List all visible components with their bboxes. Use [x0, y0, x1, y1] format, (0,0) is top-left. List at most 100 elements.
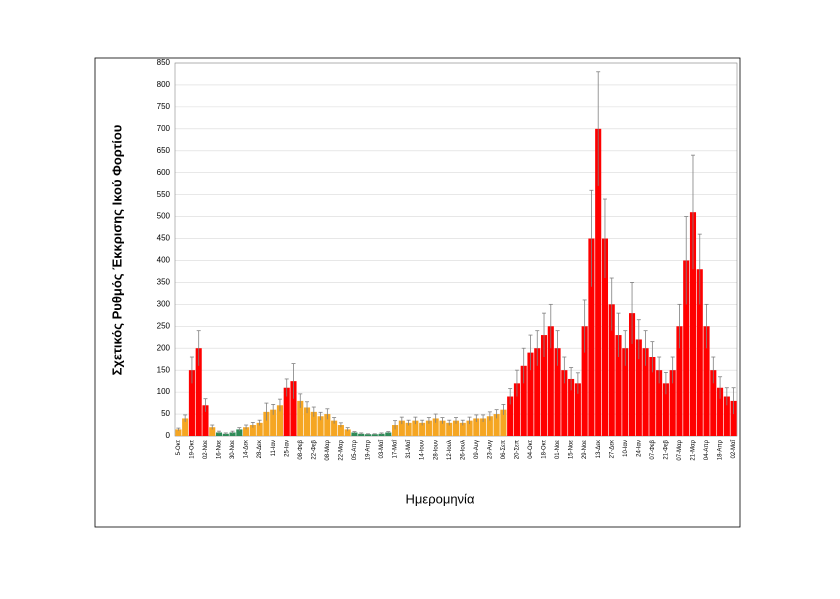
- y-tick-label: 700: [157, 124, 171, 133]
- x-tick-label: 10-Ιαν: [623, 440, 629, 457]
- x-tick-label: 04-Απρ: [704, 439, 710, 460]
- x-tick-label: 04-Οκτ: [528, 439, 534, 458]
- bar: [608, 304, 615, 436]
- bar: [425, 420, 432, 436]
- bar: [392, 425, 399, 436]
- bar: [283, 387, 290, 436]
- bar: [540, 335, 548, 436]
- x-tick-label: 12-Ιουλ: [447, 440, 453, 460]
- x-tick-label: 26-Ιουλ: [460, 440, 466, 460]
- x-tick-label: 11-Ιαν: [271, 440, 277, 456]
- x-tick-label: 30-Νοε: [230, 440, 236, 459]
- bar: [371, 434, 378, 436]
- bar: [574, 383, 581, 436]
- y-tick-label: 0: [166, 431, 171, 440]
- bar: [629, 313, 636, 436]
- x-tick-label: 22-Μαρ: [338, 439, 344, 460]
- bar: [507, 396, 514, 436]
- bar: [452, 420, 460, 436]
- y-tick-label: 150: [157, 365, 171, 374]
- bar: [182, 418, 189, 436]
- bar: [689, 212, 697, 436]
- x-tick-label: 21-Μαρ: [691, 439, 697, 460]
- bar: [263, 411, 270, 436]
- bar: [730, 400, 737, 436]
- y-tick-label: 100: [157, 387, 171, 396]
- y-tick-label: 350: [157, 278, 171, 287]
- bar: [303, 407, 311, 436]
- x-tick-label: 29-Νοε: [582, 440, 588, 459]
- bar: [547, 326, 554, 436]
- bar: [432, 418, 439, 436]
- bar: [676, 326, 683, 436]
- bar: [473, 418, 480, 436]
- bar: [635, 339, 642, 436]
- x-tick-label: 05-Απρ: [352, 439, 358, 460]
- y-tick-label: 650: [157, 146, 171, 155]
- bar: [209, 427, 216, 436]
- x-tick-label: 19-Απρ: [366, 439, 372, 460]
- bar: [297, 400, 304, 436]
- bar: [649, 357, 656, 436]
- bar: [310, 411, 317, 436]
- bar: [229, 432, 236, 436]
- y-tick-label: 450: [157, 234, 171, 243]
- bar: [723, 396, 730, 436]
- x-tick-label: 01-Νοε: [555, 440, 561, 459]
- bar: [270, 409, 277, 436]
- x-tick-label: 03-Μαΐ: [378, 439, 385, 458]
- y-tick-label: 800: [157, 80, 171, 89]
- x-tick-label: 28-Ιουν: [433, 440, 439, 460]
- y-tick-label: 500: [157, 212, 171, 221]
- bar: [656, 370, 663, 436]
- bar: [215, 432, 223, 436]
- bar: [439, 420, 446, 436]
- bar: [683, 260, 690, 436]
- bar: [412, 420, 419, 436]
- x-tick-label: 15-Νοε: [569, 440, 575, 459]
- x-tick-label: 25-Ιαν: [284, 440, 290, 457]
- bar: [703, 326, 710, 436]
- bar: [520, 365, 527, 436]
- bar: [222, 433, 229, 436]
- bar: [493, 414, 500, 436]
- x-tick-label: 18-Οκτ: [542, 439, 548, 458]
- bar: [337, 425, 344, 436]
- x-tick-label: 24-Ιαν: [636, 440, 642, 457]
- bar: [358, 433, 365, 436]
- bar: [195, 348, 202, 436]
- x-tick-label: 13-Δεκ: [596, 439, 602, 458]
- y-tick-label: 200: [157, 343, 171, 352]
- bar: [378, 433, 385, 436]
- bar: [662, 383, 669, 436]
- x-tick-label: 27-Δεκ: [609, 439, 615, 458]
- bar: [581, 326, 588, 436]
- chart-frame: [94, 57, 741, 528]
- bar: [398, 420, 405, 436]
- x-tick-label: 07-Μαρ: [677, 439, 683, 460]
- bar: [249, 425, 256, 436]
- bar: [615, 335, 622, 436]
- bar: [446, 422, 453, 436]
- bar: [561, 370, 568, 436]
- x-tick-label: 18-Απρ: [718, 439, 724, 460]
- bar: [486, 416, 493, 436]
- bar: [202, 405, 209, 436]
- x-tick-label: 08-Μαρ: [325, 439, 331, 460]
- x-tick-label: 17-Μαΐ: [392, 439, 399, 458]
- bar: [527, 352, 534, 436]
- bar: [188, 370, 195, 436]
- x-tick-label: 31-Μαΐ: [405, 439, 412, 458]
- y-tick-label: 550: [157, 190, 171, 199]
- x-tick-label: 20-Σεπ: [515, 440, 521, 459]
- y-axis-label: Σχετικός Ρυθμός Έκκρισης Ικού Φορτίου: [109, 124, 124, 375]
- y-tick-label: 750: [157, 102, 171, 111]
- bar: [331, 420, 338, 436]
- bar: [317, 416, 324, 436]
- x-tick-label: 16-Νοε: [217, 440, 223, 459]
- x-tick-label: 06-Σεπ: [501, 440, 507, 459]
- x-tick-label: 09-Αυγ: [474, 440, 480, 459]
- bar: [710, 370, 717, 436]
- bar: [175, 429, 182, 436]
